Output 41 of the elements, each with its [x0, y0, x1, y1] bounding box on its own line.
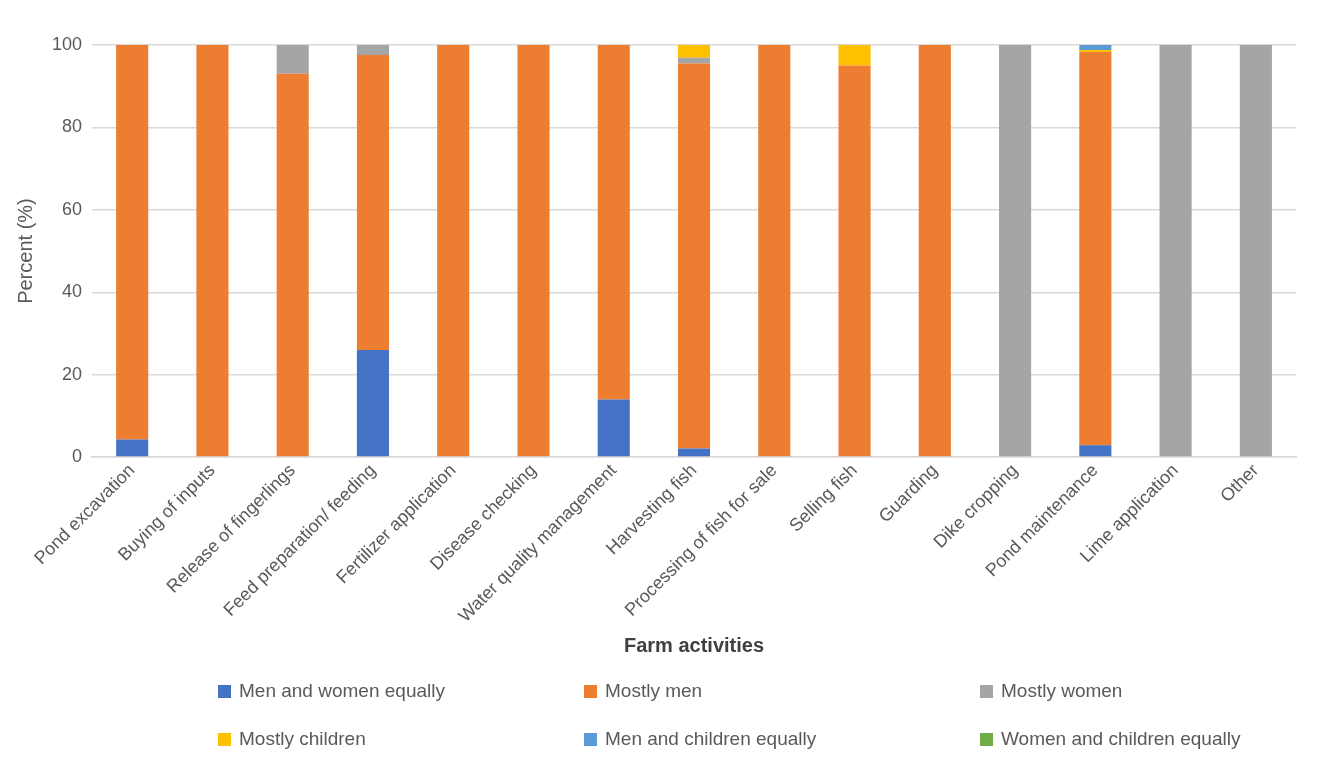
bar [517, 45, 550, 457]
y-tick-label: 60 [62, 198, 83, 219]
bar [356, 349, 390, 457]
bar [356, 45, 390, 55]
legend-label: Mostly children [239, 728, 366, 750]
legend-label: Women and children equally [1001, 728, 1241, 750]
legend-label: Mostly men [605, 680, 703, 702]
y-tick-label: 0 [72, 446, 83, 467]
bar [116, 439, 149, 457]
bar [677, 63, 711, 449]
bar [838, 45, 871, 66]
bar [1079, 45, 1112, 50]
bar [758, 45, 791, 457]
bar [597, 45, 630, 400]
y-tick-label: 20 [62, 363, 83, 384]
y-axis-title: Percent (%) [13, 198, 36, 304]
bar [999, 45, 1032, 457]
bar [276, 73, 309, 457]
y-tick-label: 80 [62, 116, 83, 137]
legend-label: Men and women equally [239, 680, 445, 702]
legend-label: Men and children equally [605, 728, 817, 750]
bar [356, 54, 390, 350]
bar [1079, 52, 1112, 446]
y-tick-label: 40 [62, 281, 83, 302]
bar [677, 45, 711, 58]
bar [677, 57, 711, 64]
bar [597, 399, 630, 457]
bar [116, 45, 149, 440]
bar [196, 45, 229, 457]
bar [1079, 445, 1112, 457]
y-tick-label: 100 [51, 33, 83, 54]
bar [677, 448, 711, 457]
bar [838, 65, 871, 457]
bar [1079, 49, 1112, 53]
x-axis-title: Farm activities [623, 633, 765, 656]
bar [1159, 45, 1192, 457]
legend-label: Mostly women [1001, 680, 1123, 702]
bar [1239, 45, 1272, 457]
bar [437, 45, 470, 457]
bar [276, 45, 309, 74]
bar [918, 45, 951, 457]
